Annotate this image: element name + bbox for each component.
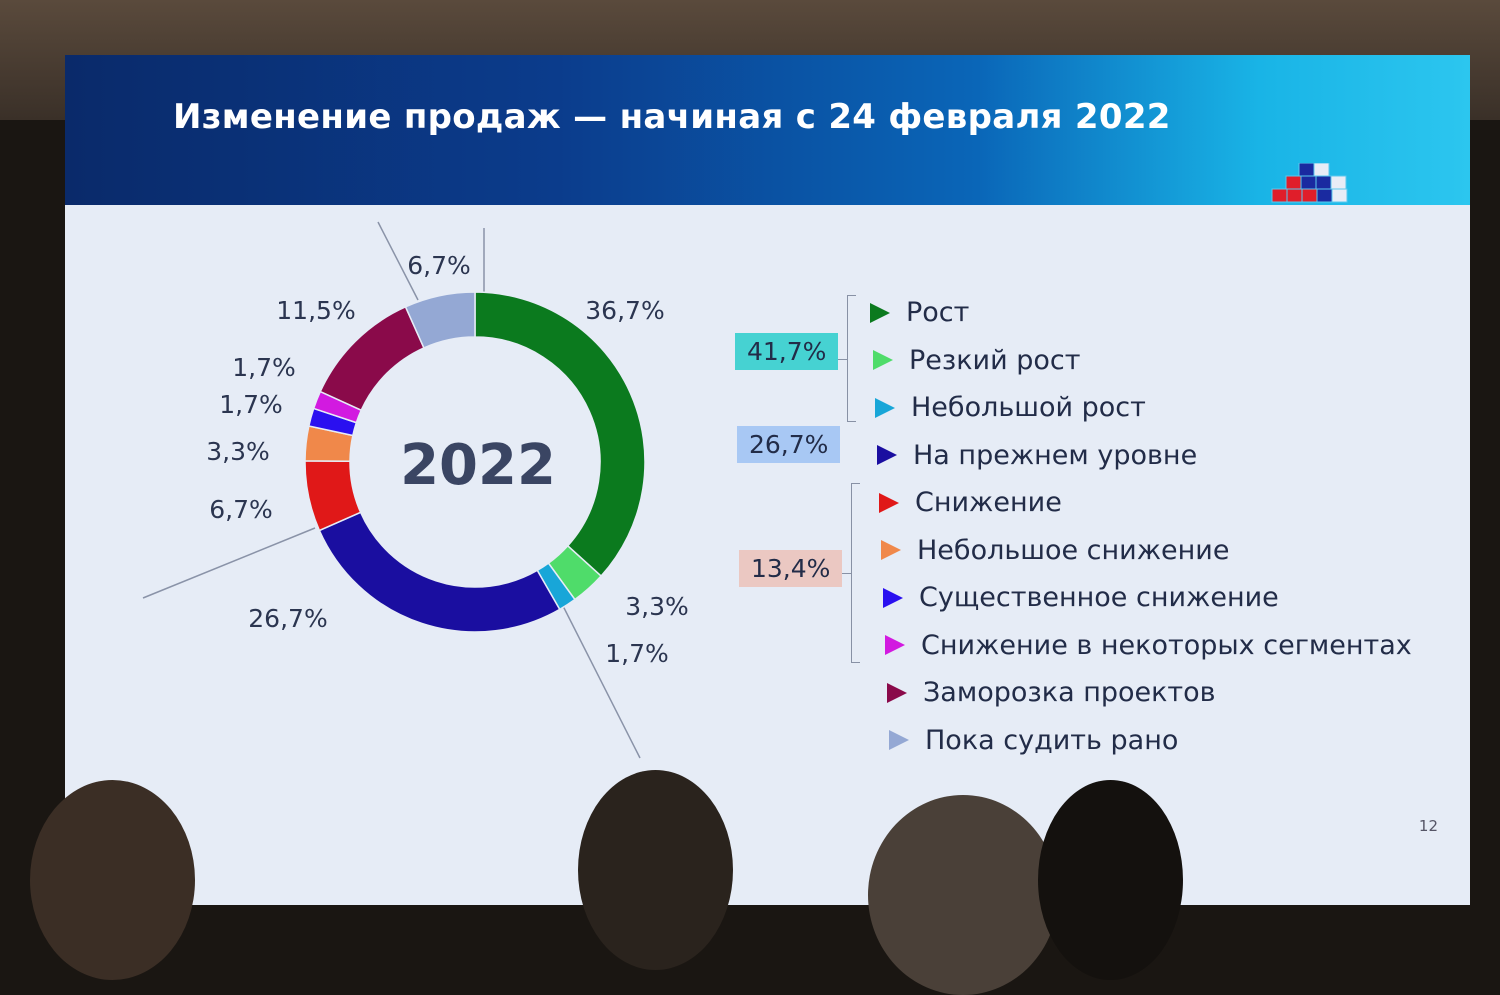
legend-label: Существенное снижение <box>919 582 1279 613</box>
slice-label: 1,7% <box>232 353 296 382</box>
legend-item: Снижение <box>879 487 1062 518</box>
group-percentage-badge: 26,7% <box>737 426 841 463</box>
slice-label: 3,3% <box>206 437 270 466</box>
triangle-marker-icon <box>881 540 901 560</box>
leader-line <box>377 221 419 301</box>
legend-item: Существенное снижение <box>883 582 1279 613</box>
triangle-marker-icon <box>885 635 905 655</box>
donut-center-label: 2022 <box>400 433 556 498</box>
triangle-marker-icon <box>887 682 907 703</box>
legend-label: Снижение <box>915 487 1062 518</box>
audience-head <box>578 770 733 970</box>
legend-item: Резкий рост <box>873 345 1080 376</box>
donut-slice <box>474 291 646 578</box>
legend-label: На прежнем уровне <box>913 439 1198 471</box>
audience-head <box>868 795 1058 995</box>
legend-label: Рост <box>906 297 970 328</box>
legend-label: Заморозка проектов <box>923 677 1216 708</box>
legend-label: Пока судить рано <box>925 724 1179 756</box>
slide-header <box>65 55 1470 205</box>
triangle-marker-icon <box>873 350 893 370</box>
group-percentage-badge: 41,7% <box>735 333 839 370</box>
slide-title: Изменение продаж — начиная с 24 февраля … <box>173 97 1171 137</box>
triangle-marker-icon <box>883 587 903 608</box>
legend-label: Резкий рост <box>909 344 1081 376</box>
slice-label: 3,3% <box>625 592 689 621</box>
group-bracket <box>838 295 856 422</box>
leader-line <box>559 599 641 759</box>
triangle-marker-icon <box>870 302 890 323</box>
legend-item: На прежнем уровне <box>877 440 1197 471</box>
triangle-marker-icon <box>889 730 909 750</box>
legend-item: Небольшое снижение <box>881 535 1229 566</box>
slice-label: 36,7% <box>585 296 664 325</box>
legend-item: Небольшой рост <box>875 392 1146 423</box>
legend-label: Снижение в некоторых сегментах <box>921 629 1412 661</box>
legend-label: Небольшой рост <box>911 392 1146 423</box>
slice-label: 6,7% <box>407 251 471 280</box>
legend-item: Рост <box>870 297 969 328</box>
triangle-marker-icon <box>877 445 897 465</box>
slice-label: 11,5% <box>276 296 355 325</box>
donut-slice <box>404 291 476 349</box>
slice-label: 1,7% <box>605 639 669 668</box>
page-number: 12 <box>1418 817 1438 835</box>
triangle-marker-icon <box>879 492 899 513</box>
slice-label: 1,7% <box>219 390 283 419</box>
legend-item: Заморозка проектов <box>887 677 1216 708</box>
audience-head <box>1038 780 1183 980</box>
leader-line <box>142 527 316 599</box>
audience-head <box>30 780 195 980</box>
legend-label: Небольшое снижение <box>917 534 1230 566</box>
stacked-squares-logo-icon <box>1271 163 1348 203</box>
triangle-marker-icon <box>875 397 895 418</box>
donut-chart: 36,7% 3,3% 1,7% 26,7% 6,7% 3,3% 1,7% 1,7% 11,5% 6… <box>142 221 689 759</box>
legend-item: Пока судить рано <box>889 725 1178 756</box>
group-bracket <box>842 483 860 663</box>
slice-label: 26,7% <box>248 604 327 633</box>
group-percentage-badge: 13,4% <box>739 550 843 587</box>
donut-slice <box>318 511 561 633</box>
slice-label: 6,7% <box>209 495 273 524</box>
presentation-slide: Изменение продаж — начиная с 24 февраля … <box>65 55 1470 905</box>
legend-item: Снижение в некоторых сегментах <box>885 630 1412 661</box>
